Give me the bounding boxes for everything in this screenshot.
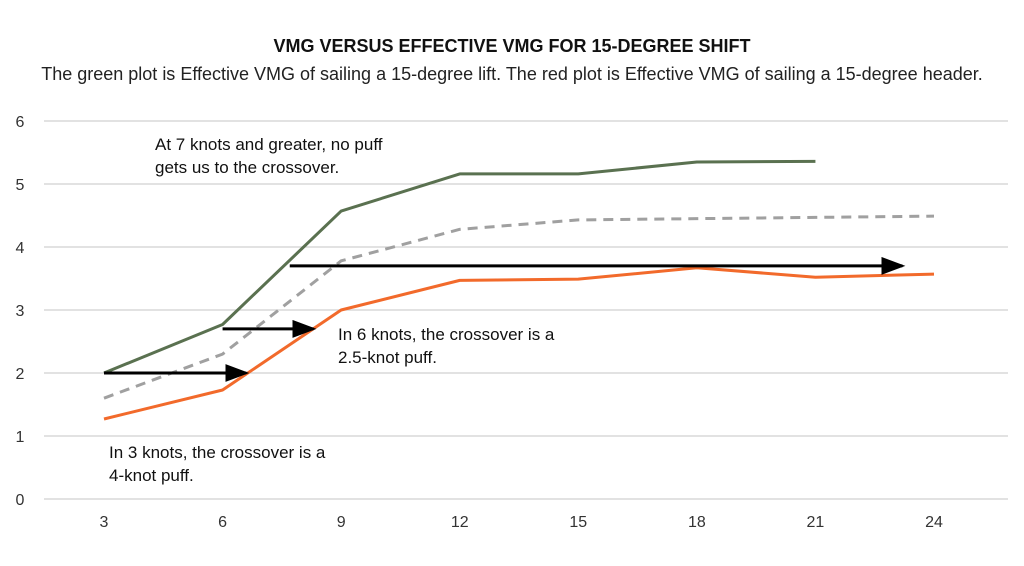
series-line-1 <box>103 214 935 400</box>
annotation-6-knots: In 6 knots, the crossover is a 2.5-knot … <box>338 323 554 369</box>
y-tick-label: 3 <box>16 303 25 320</box>
annotation-line: In 3 knots, the crossover is a <box>109 443 326 462</box>
y-tick-label: 0 <box>16 492 25 509</box>
y-tick-label: 4 <box>16 240 25 257</box>
x-tick-label: 12 <box>451 514 469 531</box>
annotation-7-knots: At 7 knots and greater, no puff gets us … <box>155 133 382 179</box>
annotation-line: At 7 knots and greater, no puff <box>155 135 383 154</box>
annotation-line: 4-knot puff. <box>109 466 194 485</box>
annotation-line: gets us to the crossover. <box>155 158 340 177</box>
annotation-3-knots: In 3 knots, the crossover is a 4-knot pu… <box>109 441 325 487</box>
series-line-0 <box>103 159 816 375</box>
y-tick-label: 2 <box>16 366 25 383</box>
x-tick-label: 6 <box>218 514 227 531</box>
chart-subtitle: The green plot is Effective VMG of saili… <box>41 64 983 84</box>
x-tick-label: 3 <box>100 514 109 531</box>
x-tick-label: 15 <box>569 514 587 531</box>
x-tick-label: 9 <box>337 514 346 531</box>
y-tick-label: 1 <box>16 429 25 446</box>
annotation-line: In 6 knots, the crossover is a <box>338 325 555 344</box>
chart-title: VMG VERSUS EFFECTIVE VMG FOR 15-DEGREE S… <box>273 36 751 56</box>
x-tick-label: 18 <box>688 514 706 531</box>
annotation-line: 2.5-knot puff. <box>338 348 437 367</box>
y-tick-label: 5 <box>16 177 25 194</box>
y-tick-label: 6 <box>16 114 25 131</box>
x-tick-label: 24 <box>925 514 943 531</box>
x-tick-label: 21 <box>807 514 825 531</box>
